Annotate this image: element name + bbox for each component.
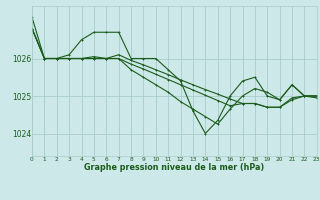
X-axis label: Graphe pression niveau de la mer (hPa): Graphe pression niveau de la mer (hPa) xyxy=(84,163,265,172)
